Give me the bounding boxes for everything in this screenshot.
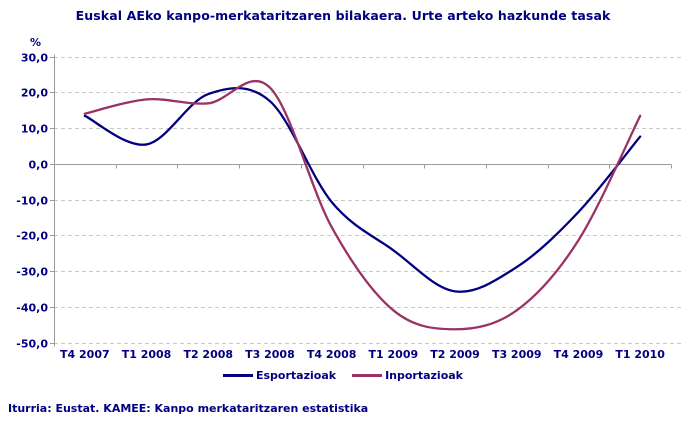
inportazioak-line-swatch — [352, 374, 383, 377]
x-category-label: T1 2008 — [122, 348, 172, 361]
x-category-label: T2 2009 — [430, 348, 480, 361]
y-tick-label: -50,0 — [16, 338, 48, 351]
x-category-label: T4 2007 — [60, 348, 110, 361]
series-line-inportazioak — [83, 79, 642, 331]
x-category-label: T1 2009 — [369, 348, 419, 361]
x-category-label: T3 2008 — [245, 348, 295, 361]
y-tick-label: 10,0 — [21, 123, 48, 136]
legend-label-esportazioak: Esportazioak — [255, 369, 337, 382]
x-category-label: T2 2008 — [183, 348, 233, 361]
y-tick-label: 30,0 — [21, 52, 48, 65]
y-tick-label: -30,0 — [16, 266, 48, 279]
y-tick-label: 0,0 — [29, 159, 49, 172]
y-tick-label: -20,0 — [16, 230, 48, 243]
legend-label-inportazioak: Inportazioak — [385, 369, 463, 382]
legend: Esportazioak Inportazioak — [0, 369, 686, 382]
y-tick-label: 20,0 — [21, 87, 48, 100]
y-tick-label: -10,0 — [16, 195, 48, 208]
x-category-label: T1 2010 — [615, 348, 665, 361]
chart-title: Euskal AEko kanpo-merkataritzaren bilaka… — [75, 8, 611, 23]
source-note: Iturria: Eustat. KAMEE: Kanpo merkatarit… — [8, 402, 369, 415]
x-category-label: T3 2009 — [492, 348, 542, 361]
y-tick-label: -40,0 — [16, 302, 48, 315]
legend-item-inportazioak: Inportazioak — [352, 369, 463, 382]
y-axis-unit-label: % — [30, 36, 42, 49]
esportazioak-line-swatch — [222, 374, 253, 377]
x-category-label: T4 2009 — [554, 348, 604, 361]
legend-item-esportazioak: Esportazioak — [222, 369, 337, 382]
series-line-esportazioak — [83, 86, 642, 293]
x-category-label: T4 2008 — [307, 348, 357, 361]
